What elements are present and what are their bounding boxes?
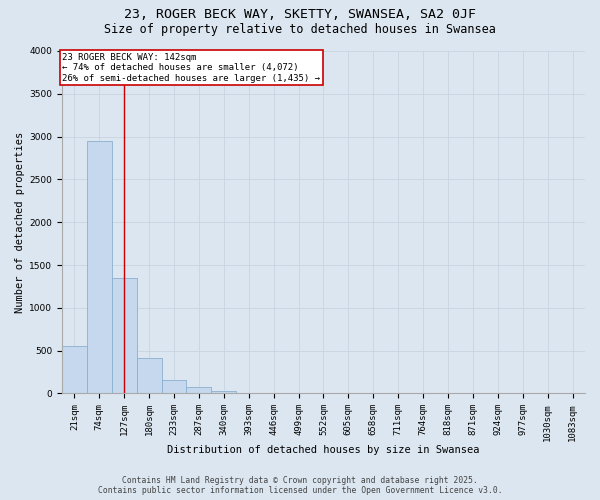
Bar	[161, 380, 187, 394]
Bar	[112, 278, 137, 394]
Bar	[137, 358, 161, 394]
Text: Contains HM Land Registry data © Crown copyright and database right 2025.
Contai: Contains HM Land Registry data © Crown c…	[98, 476, 502, 495]
Bar	[236, 392, 261, 394]
Bar	[62, 346, 87, 394]
Text: 23 ROGER BECK WAY: 142sqm
← 74% of detached houses are smaller (4,072)
26% of se: 23 ROGER BECK WAY: 142sqm ← 74% of detac…	[62, 52, 320, 82]
X-axis label: Distribution of detached houses by size in Swansea: Distribution of detached houses by size …	[167, 445, 479, 455]
Text: 23, ROGER BECK WAY, SKETTY, SWANSEA, SA2 0JF: 23, ROGER BECK WAY, SKETTY, SWANSEA, SA2…	[124, 8, 476, 20]
Y-axis label: Number of detached properties: Number of detached properties	[15, 132, 25, 313]
Text: Size of property relative to detached houses in Swansea: Size of property relative to detached ho…	[104, 22, 496, 36]
Bar	[211, 391, 236, 394]
Bar	[187, 388, 211, 394]
Bar	[87, 141, 112, 394]
